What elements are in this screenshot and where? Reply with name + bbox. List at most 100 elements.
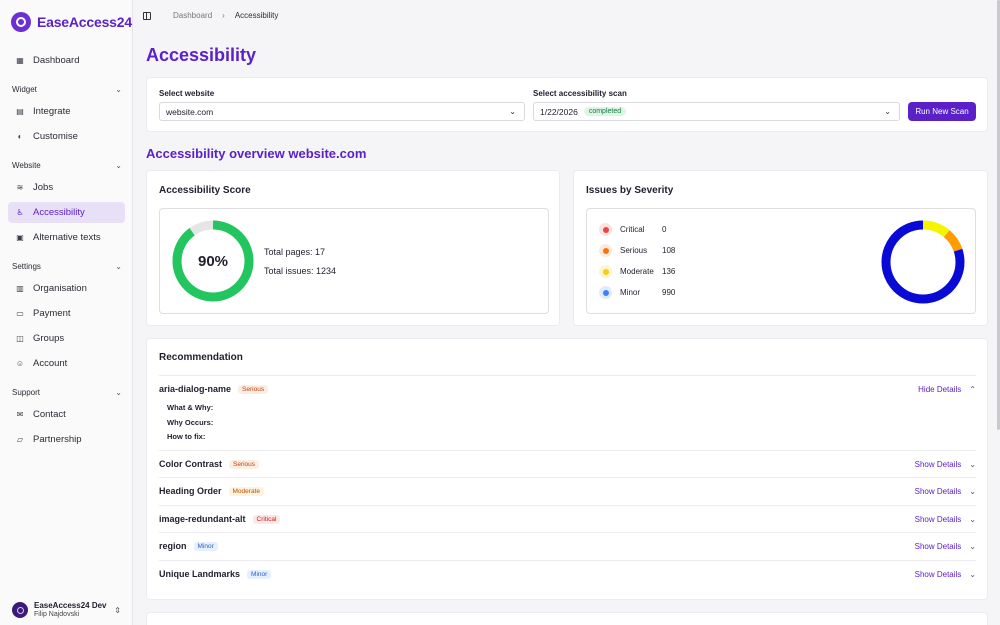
sidebar-item-label: Accessibility [33, 207, 85, 218]
toggle-label: Show Details [914, 459, 962, 469]
detail-how-to-fix: How to fix: [167, 432, 206, 441]
severity-row-critical: Critical 0 [599, 223, 666, 236]
sidebar-item-customise[interactable]: ◐ Customise [8, 126, 125, 147]
breadcrumb: Dashboard › Accessibility [143, 11, 278, 20]
sidebar-item-label: Customise [33, 131, 78, 142]
chevron-down-icon: ⌄ [969, 459, 976, 469]
chevron-up-down-icon[interactable]: ⇕ [114, 605, 121, 615]
issues-by-severity-card: Issues by Severity Critical 0 Serious 10… [573, 170, 988, 326]
recommendation-name: region [159, 541, 187, 551]
hide-details-button[interactable]: Hide Details ⌃ [918, 385, 976, 394]
recommendation-name: image-redundant-alt [159, 514, 246, 524]
show-details-button[interactable]: Show Details ⌄ [915, 515, 976, 524]
sidebar-item-label: Partnership [33, 434, 82, 445]
user-settings-icon: ☺ [15, 359, 25, 368]
overview-title: Accessibility overview website.com [146, 146, 367, 161]
sidebar-toggle-icon[interactable] [143, 11, 151, 20]
show-details-button[interactable]: Show Details ⌄ [915, 542, 976, 551]
section-label: Website [12, 161, 41, 170]
severity-row-moderate: Moderate 136 [599, 265, 675, 278]
recommendation-row: aria-dialog-name Serious Hide Details ⌃ [159, 375, 976, 402]
severity-badge: Moderate [228, 486, 264, 496]
recommendation-name: Heading Order [159, 486, 222, 496]
card-icon: ▭ [16, 309, 24, 318]
sidebar-item-payment[interactable]: ▭ Payment [8, 303, 125, 324]
website-select-value: website.com [166, 106, 214, 117]
sidebar-item-label: Dashboard [33, 55, 80, 66]
sidebar: EaseAccess24 ▦ Dashboard Widget ⌄ ▤ Inte… [0, 0, 133, 625]
recommendation-row: Unique Landmarks Minor Show Details ⌄ [159, 560, 976, 587]
grid-icon: ▦ [16, 56, 24, 65]
severity-name: Critical [620, 225, 645, 234]
sidebar-item-jobs[interactable]: ≋ Jobs [8, 177, 125, 198]
accessibility-icon: ♿ [16, 208, 24, 217]
donut-slice-minor [881, 220, 965, 304]
severity-badge: Serious [238, 384, 269, 394]
scan-select[interactable]: 1/22/2026 completed ⌄ [533, 102, 900, 121]
show-details-button[interactable]: Show Details ⌄ [915, 460, 976, 469]
section-support[interactable]: Support ⌄ [12, 388, 122, 397]
sidebar-item-label: Jobs [33, 182, 54, 193]
show-details-button[interactable]: Show Details ⌄ [915, 487, 976, 496]
severity-name: Moderate [620, 267, 654, 276]
detail-why-occurs: Why Occurs: [167, 418, 214, 427]
recommendations-title: Recommendation [159, 352, 243, 363]
severity-badge: Minor [247, 569, 272, 579]
recommendation-row: image-redundant-alt Critical Show Detail… [159, 505, 976, 532]
sidebar-item-contact[interactable]: ✉ Contact [8, 404, 125, 425]
sidebar-item-account[interactable]: ☺ Account [8, 353, 125, 374]
severity-badge: Critical [252, 514, 281, 524]
sidebar-item-label: Contact [33, 409, 66, 420]
sidebar-item-accessibility[interactable]: ♿ Accessibility [8, 202, 125, 223]
severity-dot-icon [599, 223, 612, 236]
sidebar-item-dashboard[interactable]: ▦ Dashboard [8, 50, 125, 71]
severity-dot-icon [599, 286, 612, 299]
chevron-down-icon: ⌄ [969, 486, 976, 496]
recommendations-card: Recommendation aria-dialog-name Serious … [146, 338, 988, 600]
sidebar-item-label: Groups [33, 333, 65, 344]
brand-logo-icon [11, 12, 31, 32]
score-card-title: Accessibility Score [159, 185, 251, 196]
recommendation-name: aria-dialog-name [159, 384, 232, 394]
website-select[interactable]: website.com ⌄ [159, 102, 525, 121]
chevron-down-icon: ⌄ [969, 541, 976, 551]
severity-count: 990 [662, 288, 676, 297]
sidebar-item-alternative-texts[interactable]: ▣ Alternative texts [8, 227, 125, 248]
chevron-down-icon: ⌄ [115, 85, 122, 94]
severity-dot-icon [599, 265, 612, 278]
sidebar-item-partnership[interactable]: ▱ Partnership [8, 429, 125, 450]
section-label: Settings [12, 262, 41, 271]
sidebar-item-label: Account [33, 358, 68, 369]
chevron-down-icon: ⌄ [884, 107, 891, 116]
sidebar-item-groups[interactable]: ◫ Groups [8, 328, 125, 349]
breadcrumb-dashboard[interactable]: Dashboard [173, 11, 213, 20]
palette-icon: ◐ [17, 132, 23, 141]
severity-card-title: Issues by Severity [586, 185, 674, 196]
sidebar-item-label: Alternative texts [33, 232, 101, 243]
severity-count: 136 [662, 267, 676, 276]
user-menu[interactable]: EaseAccess24 Dev Filip Najdovski ⇕ [8, 598, 125, 622]
avatar [12, 602, 28, 618]
section-widget[interactable]: Widget ⌄ [12, 85, 122, 94]
section-settings[interactable]: Settings ⌄ [12, 262, 122, 271]
status-badge: completed [583, 107, 627, 116]
scrollbar[interactable] [997, 0, 1000, 430]
total-pages: Total pages: 17 [264, 247, 326, 257]
score-ring [172, 220, 254, 302]
breadcrumb-current: Accessibility [234, 11, 279, 20]
section-website[interactable]: Website ⌄ [12, 161, 122, 170]
run-new-scan-button[interactable]: Run New Scan [908, 102, 976, 121]
scan-select-value: 1/22/2026 [540, 106, 578, 117]
brand[interactable]: EaseAccess24 [11, 12, 132, 32]
severity-name: Minor [620, 288, 641, 297]
severity-dot-icon [599, 244, 612, 257]
chevron-down-icon: ⌄ [509, 107, 516, 116]
severity-row-serious: Serious 108 [599, 244, 675, 257]
severity-badge: Serious [229, 459, 260, 469]
sidebar-item-organisation[interactable]: ▥ Organisation [8, 278, 125, 299]
page-title: Accessibility [146, 45, 257, 65]
sidebar-item-integrate[interactable]: ▤ Integrate [8, 101, 125, 122]
chevron-down-icon: ⌄ [969, 569, 976, 579]
show-details-button[interactable]: Show Details ⌄ [915, 570, 976, 579]
partnership-icon: ▱ [16, 435, 24, 444]
